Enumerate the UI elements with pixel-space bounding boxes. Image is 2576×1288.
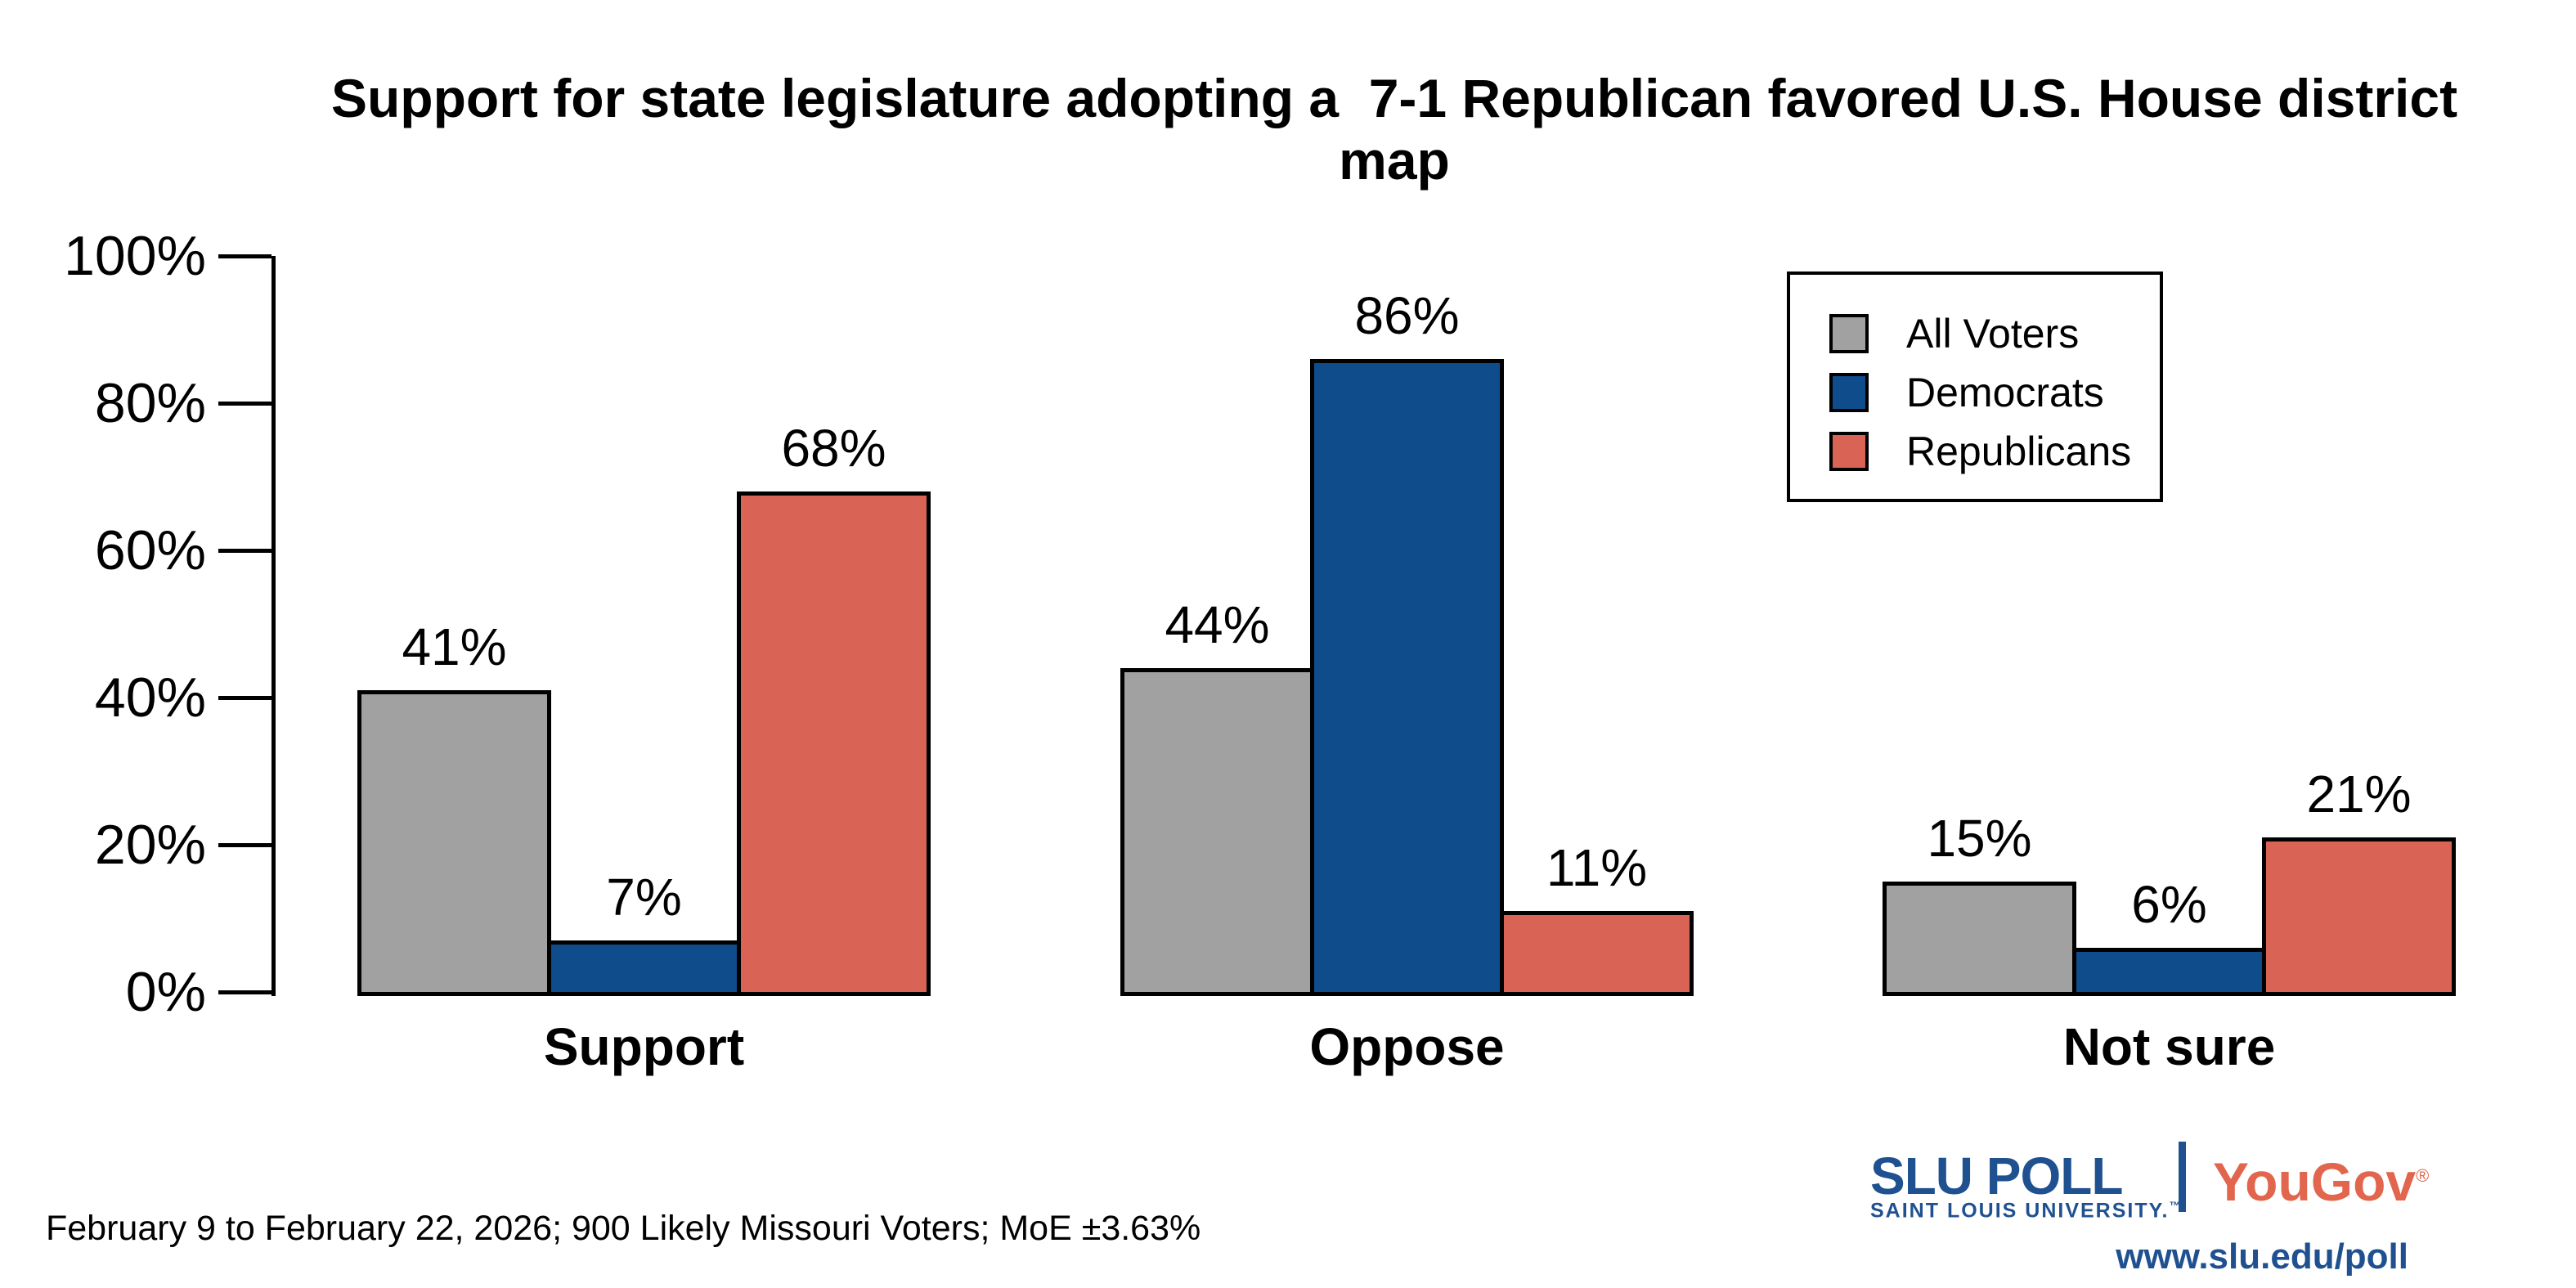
bar-republicans-support <box>737 491 931 996</box>
bar-all-voters-oppose <box>1120 668 1314 996</box>
slu-wordmark-heavy: SLU <box>1870 1147 1973 1205</box>
y-axis-tick-label: 40% <box>94 666 206 729</box>
legend-swatch-democrats <box>1829 373 1869 412</box>
bar-value-label: 41% <box>402 617 507 676</box>
y-axis-line <box>272 256 276 996</box>
yougov-wordmark: YouGov <box>2213 1151 2417 1212</box>
x-axis-label-not-sure: Not sure <box>2062 1017 2276 1076</box>
legend-label-democrats: Democrats <box>1906 370 2104 415</box>
bar-all-voters-support <box>357 690 551 996</box>
slu-poll-wordmark: SLU POLL <box>1870 1147 2124 1205</box>
chart-title: Support for state legislature adopting a… <box>330 68 2473 191</box>
methodology-note: February 9 to February 22, 2026; 900 Lik… <box>46 1209 1201 1248</box>
slu-subtitle-text: SAINT LOUIS UNIVERSITY. <box>1870 1199 2170 1223</box>
y-axis-tick <box>218 254 272 258</box>
trademark-symbol: ™ <box>2169 1199 2183 1212</box>
slu-poll-url: www.slu.edu/poll <box>2116 1236 2408 1277</box>
bar-democrats-not-sure <box>2072 948 2266 996</box>
bar-republicans-oppose <box>1500 911 1694 996</box>
y-axis-tick <box>218 843 272 847</box>
bar-value-label: 21% <box>2306 765 2412 824</box>
legend-swatch-republicans <box>1829 432 1869 471</box>
slu-subtitle: SAINT LOUIS UNIVERSITY.™ <box>1870 1199 2182 1223</box>
y-axis-tick <box>218 549 272 553</box>
legend-swatch-all-voters <box>1829 314 1869 353</box>
bar-value-label: 11% <box>1546 838 1648 897</box>
legend-label-all-voters: All Voters <box>1906 311 2080 357</box>
legend-label-republicans: Republicans <box>1906 429 2132 474</box>
y-axis-tick-label: 0% <box>125 961 206 1023</box>
bar-value-label: 68% <box>781 419 886 478</box>
y-axis-tick-label: 60% <box>94 519 206 581</box>
bar-value-label: 6% <box>2131 875 2207 934</box>
y-axis-tick <box>218 402 272 406</box>
x-axis-label-support: Support <box>543 1017 745 1076</box>
y-axis-tick-label: 20% <box>94 814 206 876</box>
bar-value-label: 15% <box>1927 809 2032 868</box>
slu-wordmark-light: POLL <box>1972 1147 2124 1205</box>
logo-divider <box>2179 1142 2186 1212</box>
bar-democrats-oppose <box>1310 359 1504 996</box>
bar-value-label: 7% <box>606 868 682 927</box>
slu-poll-logo: SLU POLL <box>1870 1147 2124 1217</box>
bar-democrats-support <box>547 940 741 996</box>
y-axis-tick-label: 80% <box>94 372 206 434</box>
bar-value-label: 44% <box>1165 595 1270 654</box>
legend: All Voters Democrats Republicans <box>1787 272 2163 502</box>
bar-republicans-not-sure <box>2262 837 2456 996</box>
x-axis-label-oppose: Oppose <box>1309 1017 1505 1076</box>
bar-value-label: 86% <box>1354 286 1460 345</box>
registered-symbol: ® <box>2416 1165 2430 1186</box>
bar-all-voters-not-sure <box>1883 882 2076 996</box>
y-axis-tick <box>218 696 272 700</box>
y-axis-tick-label: 100% <box>64 225 206 287</box>
y-axis-tick <box>218 990 272 994</box>
yougov-logo: YouGov® <box>2213 1150 2430 1209</box>
